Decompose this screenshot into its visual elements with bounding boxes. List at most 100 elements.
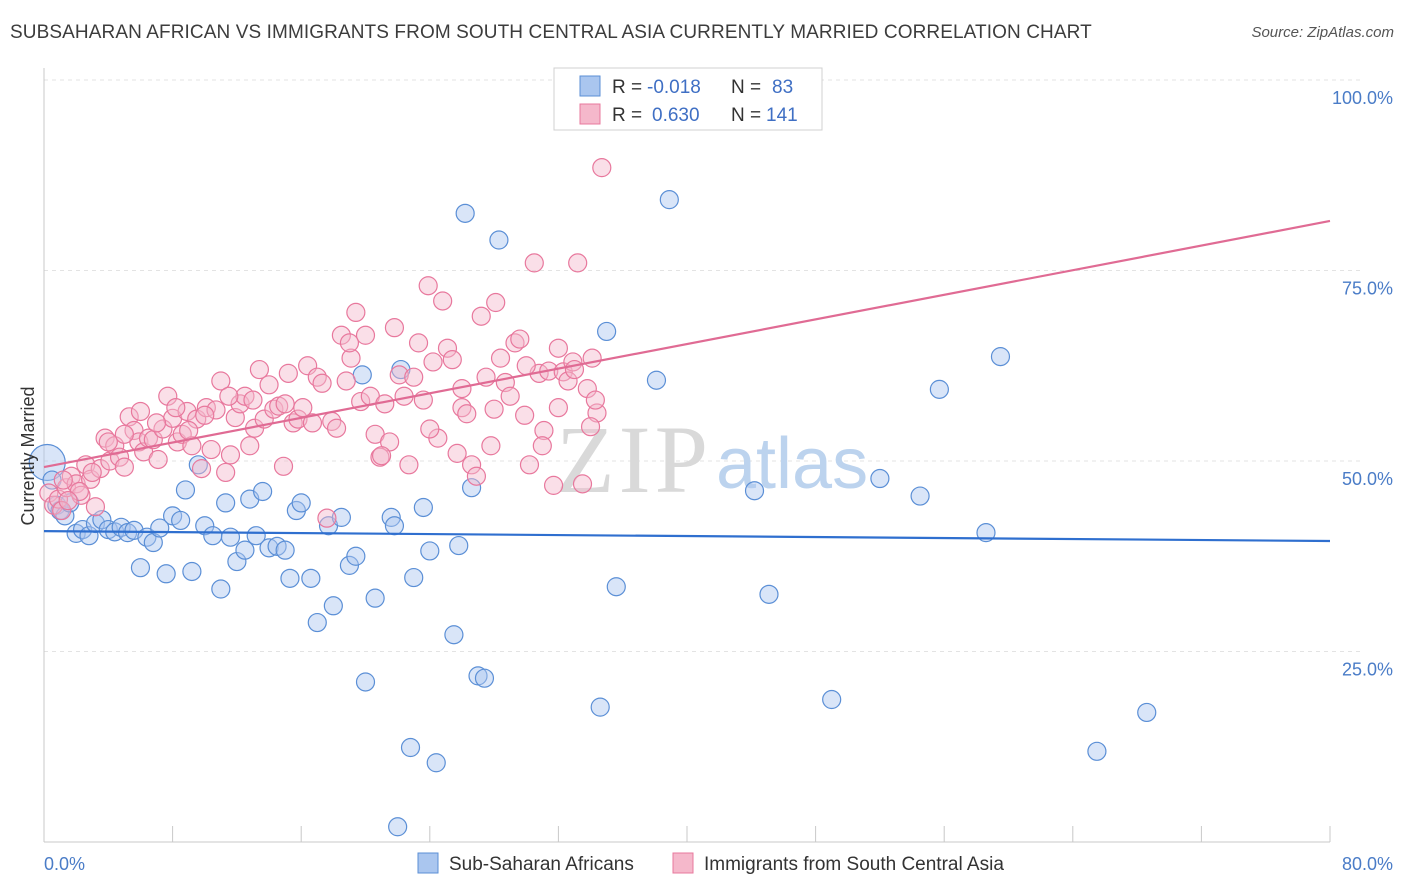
pink-point [389,365,409,385]
series-sub-saharan-points [28,190,1157,837]
blue-point [455,203,475,223]
pink-point [148,449,168,470]
legend-n-label-2: N = [731,105,761,126]
watermark-atlas: atlas [716,424,868,504]
pink-point [447,443,467,463]
blue-point [870,468,890,489]
pink-point [519,455,540,475]
blue-point [355,672,376,692]
blue-point [1137,702,1157,723]
blue-point [590,697,610,717]
pink-point [408,333,429,353]
blue-point [130,558,151,578]
trend-line-south-central-asia [43,219,1331,469]
pink-point [577,379,597,399]
pink-point [558,371,578,391]
blue-point [175,480,196,500]
pink-point [130,401,151,422]
legend-n-value-1: 83 [772,77,793,98]
blue-point [489,230,509,250]
blue-point [171,510,191,531]
blue-point [461,478,482,498]
x-tick-labels: 0.0% 80.0% [44,854,1393,874]
axes [43,68,1331,843]
bottom-legend-label-blue: Sub-Saharan Africans [449,854,634,875]
pink-point [592,158,612,178]
pink-point [543,475,564,495]
blue-point [346,546,366,566]
pink-point [548,398,569,418]
pink-point [515,405,535,425]
legend-r-value-1: -0.018 [647,77,701,98]
source-label: Source: ZipAtlas.com [1251,24,1394,41]
blue-point [203,526,223,546]
pink-point [572,474,593,494]
pink-point [52,500,72,521]
blue-point [659,190,679,210]
blue-point [597,321,617,342]
pink-point [100,451,120,471]
blue-point [227,551,247,572]
pink-point [81,469,101,489]
legend-n-label-1: N = [731,77,761,98]
blue-point [400,737,421,758]
blue-point [646,370,667,390]
pink-point [201,439,221,460]
blue-point [331,507,351,527]
pink-point [418,276,438,296]
pink-point [331,325,351,345]
pink-point [466,466,487,486]
pink-point [143,430,163,450]
x-tick-label: 0.0% [44,854,85,874]
pink-point [524,253,544,273]
pink-point [53,470,73,490]
pink-point [312,373,332,393]
legend-box: R = -0.018 N = 83 R = 0.630 N = 141 [553,67,823,131]
pink-point [39,483,59,503]
blue-point [990,347,1011,367]
pink-point [336,371,356,391]
pink-point [48,489,69,509]
blue-point [413,497,433,518]
blue-point [188,455,208,475]
blue-point [388,817,408,837]
legend-r-label-1: R = [612,77,642,98]
pink-point [211,371,231,391]
bottom-legend-swatch-blue [417,852,439,874]
pink-point [166,398,186,418]
pink-point [585,390,605,410]
pink-point [423,352,443,372]
blue-point [156,564,176,584]
y-tick-label: 75.0% [1342,279,1393,299]
series-south-central-asia-points [39,158,612,528]
legend-n-value-2: 141 [766,105,798,126]
pink-point [548,338,569,358]
blue-point [449,535,469,556]
pink-point [273,456,294,476]
y-tick-label: 25.0% [1342,660,1393,680]
pink-point [216,462,236,483]
pink-point [442,350,462,370]
bottom-legend-swatch-pink [672,852,694,874]
blue-point [235,540,255,560]
pink-point [510,329,530,349]
pink-point [580,417,601,437]
pink-point [259,375,279,395]
pink-point [500,386,520,406]
pink-point [437,338,458,358]
pink-point [433,291,453,311]
blue-point [216,493,236,513]
pink-point [326,418,347,438]
pink-point [191,459,212,479]
watermark: ZIP atlas [556,406,868,513]
x-tick-label: 80.0% [1342,854,1393,874]
pink-point [346,302,366,323]
pink-point [206,400,226,420]
pink-point [98,432,118,452]
pink-point [457,404,477,424]
grid-lines [44,79,1362,652]
pink-point [219,386,239,406]
pink-point [471,306,491,326]
pink-point [114,424,134,444]
